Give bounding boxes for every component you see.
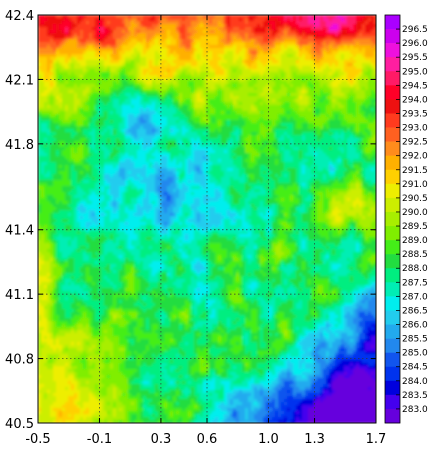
y-tick-label: 41.1 [5, 288, 34, 303]
x-tick-label: 1.0 [258, 432, 279, 447]
y-tick-label: 40.8 [5, 353, 34, 368]
colorbar-swatch [385, 268, 400, 283]
y-tick-label: 42.1 [5, 73, 34, 88]
colorbar-label: 285.5 [402, 335, 428, 345]
colorbar-swatch [385, 155, 400, 171]
x-tick-label: 0.3 [151, 432, 172, 447]
x-tick-label: 0.6 [197, 432, 218, 447]
heatmap-field [38, 15, 376, 423]
colorbar-label: 286.5 [402, 306, 428, 316]
colorbar-label: 296.0 [402, 39, 428, 49]
colorbar-swatch [385, 85, 400, 100]
colorbar-label: 289.5 [402, 222, 428, 232]
y-tick-label: 40.5 [5, 417, 34, 432]
colorbar-label: 286.0 [402, 321, 428, 331]
colorbar-label: 290.0 [402, 208, 428, 218]
colorbar-label: 293.0 [402, 124, 428, 134]
colorbar-swatch [385, 71, 400, 86]
colorbar-swatch [385, 127, 400, 142]
colorbar-label: 292.0 [402, 152, 428, 162]
colorbar-swatch [385, 394, 400, 410]
colorbar-label: 294.5 [402, 81, 428, 91]
colorbar-label: 296.5 [402, 25, 428, 35]
colorbar-swatch [385, 183, 400, 199]
colorbar-swatch [385, 141, 400, 156]
colorbar-swatch [385, 296, 400, 311]
colorbar-label: 287.5 [402, 278, 428, 288]
colorbar-label: 291.0 [402, 180, 428, 190]
colorbar-swatch [385, 15, 400, 30]
colorbar-label: 283.0 [402, 405, 428, 415]
colorbar-swatch [385, 226, 400, 241]
colorbar-swatch [385, 254, 400, 269]
colorbar-label: 294.0 [402, 95, 428, 105]
y-tick-label: 41.4 [5, 224, 34, 239]
colorbar-swatch [385, 380, 400, 396]
colorbar-swatch [385, 113, 400, 128]
colorbar-label: 293.5 [402, 109, 428, 119]
colorbar-label: 283.5 [402, 391, 428, 401]
x-tick-label: -0.1 [87, 432, 112, 447]
colorbar-swatch [385, 324, 400, 339]
colorbar-label: 288.0 [402, 264, 428, 274]
colorbar-swatch [385, 366, 400, 382]
colorbar-label: 295.0 [402, 67, 428, 77]
colorbar-label: 284.5 [402, 363, 428, 373]
colorbar-swatch [385, 352, 400, 368]
x-axis: -0.5 -0.1 0.3 0.6 1.0 1.3 1.7 [25, 15, 386, 447]
colorbar-swatch [385, 338, 400, 353]
colorbar-frame [384, 14, 401, 424]
colorbar-swatch [385, 240, 400, 255]
colorbar-swatch [385, 282, 400, 297]
colorbar-label: 290.5 [402, 194, 428, 204]
colorbar-swatch [385, 57, 400, 72]
colorbar-swatch [385, 197, 400, 213]
colorbar-swatch [385, 29, 400, 44]
colorbar-swatch [385, 408, 400, 424]
colorbar-label: 289.0 [402, 236, 428, 246]
colorbar-label: 291.5 [402, 166, 428, 176]
colorbar-swatch [385, 310, 400, 325]
colorbar: 296.5 296.0 295.5 295.0 294.5 294.0 293.5 293.0… [384, 14, 428, 424]
colorbar-label: 287.0 [402, 292, 428, 302]
colorbar-swatch [385, 99, 400, 114]
y-tick-label: 41.8 [5, 138, 34, 153]
x-tick-label: 1.7 [366, 432, 387, 447]
colorbar-label: 288.5 [402, 250, 428, 260]
colorbar-label: 292.5 [402, 138, 428, 148]
x-tick-label: -0.5 [25, 432, 50, 447]
y-tick-label: 42.4 [5, 9, 34, 24]
colorbar-swatch [385, 211, 400, 227]
x-tick-label: 1.3 [304, 432, 325, 447]
y-axis: 42.4 42.1 41.8 41.4 41.1 40.8 40.5 [5, 9, 376, 432]
colorbar-swatch [385, 43, 400, 58]
colorbar-swatch [385, 169, 400, 185]
map-gridlines [38, 15, 376, 423]
colorbar-label: 284.0 [402, 377, 428, 387]
colorbar-label: 295.5 [402, 53, 428, 63]
colorbar-label: 285.0 [402, 349, 428, 359]
